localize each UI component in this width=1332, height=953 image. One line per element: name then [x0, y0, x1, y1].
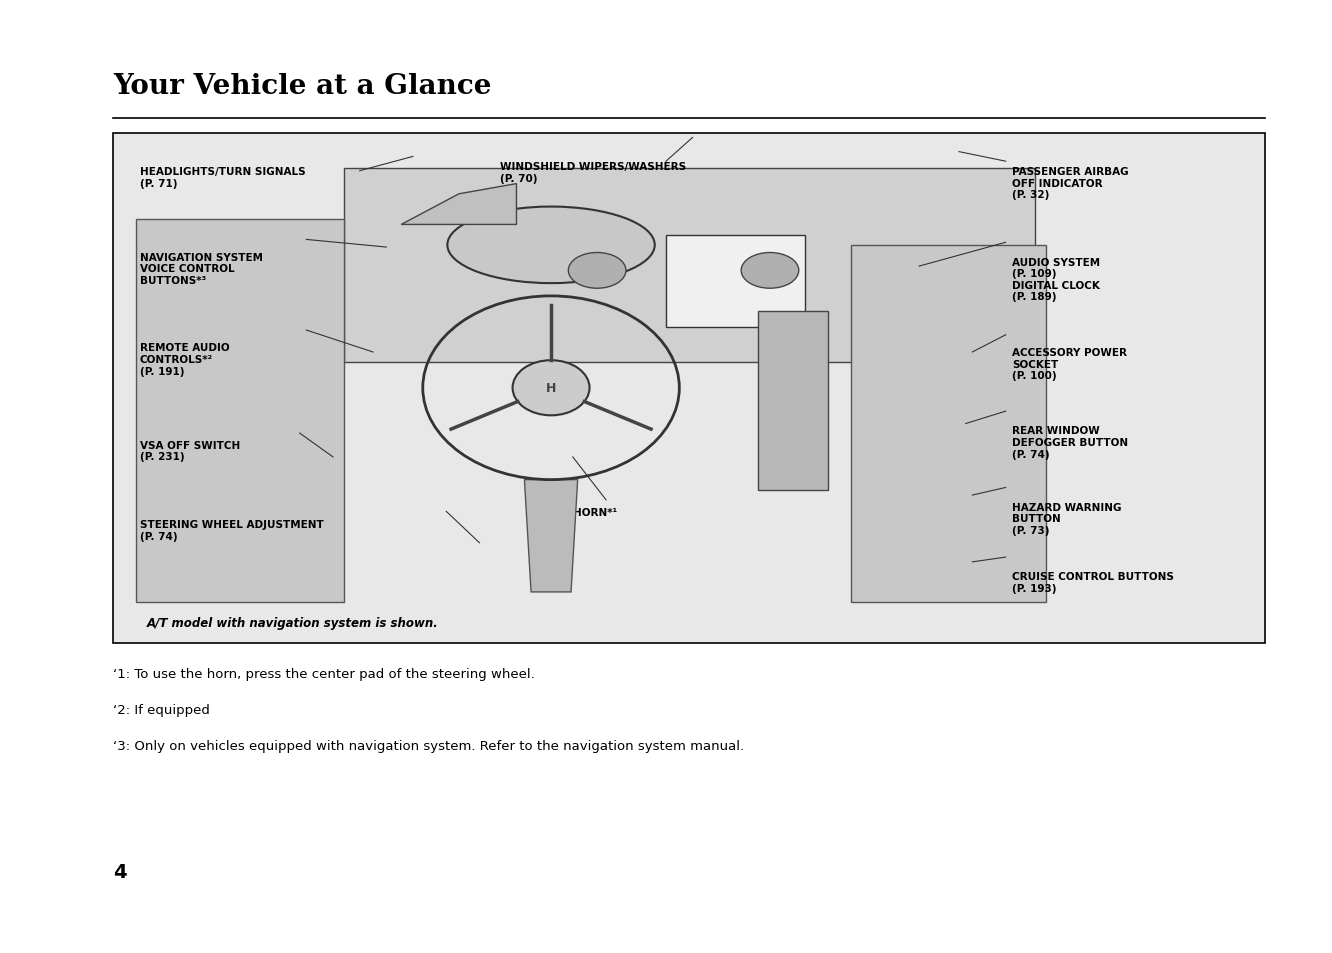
- Ellipse shape: [569, 253, 626, 289]
- Text: ‘2: If equipped: ‘2: If equipped: [113, 703, 210, 717]
- Text: STEERING WHEEL ADJUSTMENT
(P. 74): STEERING WHEEL ADJUSTMENT (P. 74): [140, 519, 324, 541]
- Ellipse shape: [741, 253, 799, 289]
- FancyBboxPatch shape: [851, 246, 1047, 602]
- Text: HORN*¹: HORN*¹: [573, 508, 617, 517]
- Text: Your Vehicle at a Glance: Your Vehicle at a Glance: [113, 73, 492, 100]
- FancyBboxPatch shape: [344, 169, 1035, 363]
- Text: ACCESSORY POWER
SOCKET
(P. 100): ACCESSORY POWER SOCKET (P. 100): [1012, 348, 1127, 381]
- Circle shape: [513, 361, 590, 416]
- Text: A/T model with navigation system is shown.: A/T model with navigation system is show…: [147, 616, 438, 629]
- Text: VSA OFF SWITCH
(P. 231): VSA OFF SWITCH (P. 231): [140, 440, 240, 462]
- Text: H: H: [546, 382, 557, 395]
- FancyBboxPatch shape: [113, 133, 1265, 643]
- Text: ‘1: To use the horn, press the center pad of the steering wheel.: ‘1: To use the horn, press the center pa…: [113, 667, 535, 680]
- Text: PASSENGER AIRBAG
OFF INDICATOR
(P. 32): PASSENGER AIRBAG OFF INDICATOR (P. 32): [1012, 167, 1130, 200]
- Polygon shape: [401, 185, 517, 225]
- FancyBboxPatch shape: [136, 220, 344, 602]
- Text: REAR WINDOW
DEFOGGER BUTTON
(P. 74): REAR WINDOW DEFOGGER BUTTON (P. 74): [1012, 426, 1128, 459]
- FancyBboxPatch shape: [758, 312, 827, 490]
- Text: 4: 4: [113, 862, 127, 882]
- Text: HAZARD WARNING
BUTTON
(P. 73): HAZARD WARNING BUTTON (P. 73): [1012, 502, 1122, 536]
- Text: AUDIO SYSTEM
(P. 109)
DIGITAL CLOCK
(P. 189): AUDIO SYSTEM (P. 109) DIGITAL CLOCK (P. …: [1012, 257, 1100, 302]
- Text: NAVIGATION SYSTEM
VOICE CONTROL
BUTTONS*³: NAVIGATION SYSTEM VOICE CONTROL BUTTONS*…: [140, 253, 262, 286]
- Text: REMOTE AUDIO
CONTROLS*²
(P. 191): REMOTE AUDIO CONTROLS*² (P. 191): [140, 343, 229, 376]
- Text: WINDSHIELD WIPERS/WASHERS
(P. 70): WINDSHIELD WIPERS/WASHERS (P. 70): [500, 162, 686, 184]
- Ellipse shape: [448, 208, 655, 284]
- Text: ‘3: Only on vehicles equipped with navigation system. Refer to the navigation sy: ‘3: Only on vehicles equipped with navig…: [113, 740, 745, 753]
- Polygon shape: [525, 480, 578, 593]
- Text: CRUISE CONTROL BUTTONS
(P. 193): CRUISE CONTROL BUTTONS (P. 193): [1012, 572, 1175, 594]
- FancyBboxPatch shape: [666, 235, 805, 327]
- Text: HEADLIGHTS/TURN SIGNALS
(P. 71): HEADLIGHTS/TURN SIGNALS (P. 71): [140, 167, 305, 189]
